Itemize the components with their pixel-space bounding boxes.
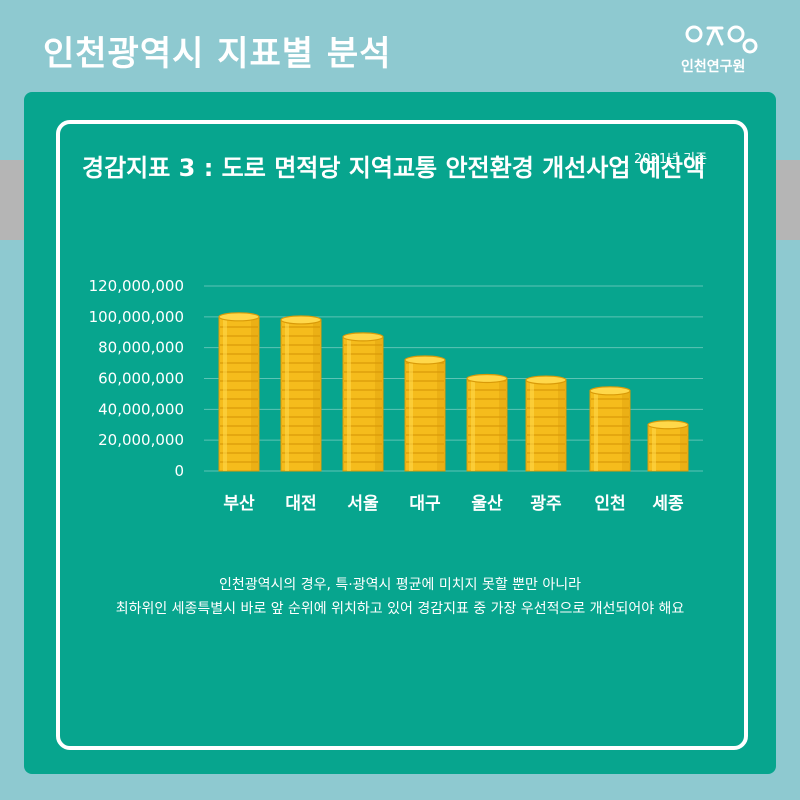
x-tick-label: 인천 <box>594 494 625 514</box>
logo-text: 인천연구원 <box>681 59 746 75</box>
x-tick-label: 광주 <box>530 494 562 514</box>
y-tick-label: 100,000,000 <box>89 308 184 326</box>
x-tick-label: 부산 <box>223 494 255 514</box>
bar-coin-stack <box>647 420 689 472</box>
y-tick-label: 20,000,000 <box>98 431 184 449</box>
y-tick-label: 80,000,000 <box>98 339 184 357</box>
bar-coin-stack <box>525 375 567 472</box>
x-tick-label: 대전 <box>285 494 316 514</box>
right-side-band <box>774 160 800 240</box>
bar-coin-stack <box>589 386 631 472</box>
y-tick-label: 40,000,000 <box>98 400 184 418</box>
bar-coin-stack <box>342 332 384 472</box>
x-tick-label: 대구 <box>409 494 441 514</box>
bar-coin-stack <box>404 355 446 472</box>
caption-line-2: 최하위인 세종특별시 바로 앞 순위에 위치하고 있어 경감지표 중 가장 우선… <box>115 601 685 617</box>
x-tick-label: 서울 <box>347 494 379 514</box>
left-side-band <box>0 160 26 240</box>
content-frame <box>56 120 748 750</box>
page-title: 인천광역시 지표별 분석 <box>43 34 392 74</box>
caption-line-1: 인천광역시의 경우, 특·광역시 평균에 미치지 못할 뿐만 아니라 <box>218 577 582 593</box>
base-year-label: 2021년 기준 <box>634 152 708 167</box>
y-tick-label: 0 <box>174 462 184 480</box>
chart-title: 경감지표 3 : 도로 면적당 지역교통 안전환경 개선사업 예산액 <box>82 154 706 182</box>
y-tick-label: 60,000,000 <box>98 370 184 388</box>
y-tick-label: 120,000,000 <box>89 277 184 295</box>
x-tick-label: 울산 <box>471 494 503 514</box>
x-tick-label: 세종 <box>652 494 684 514</box>
bar-coin-stack <box>218 312 260 472</box>
bar-coin-stack <box>280 315 322 472</box>
logo-icon <box>685 25 758 54</box>
bar-coin-stack <box>466 373 508 472</box>
